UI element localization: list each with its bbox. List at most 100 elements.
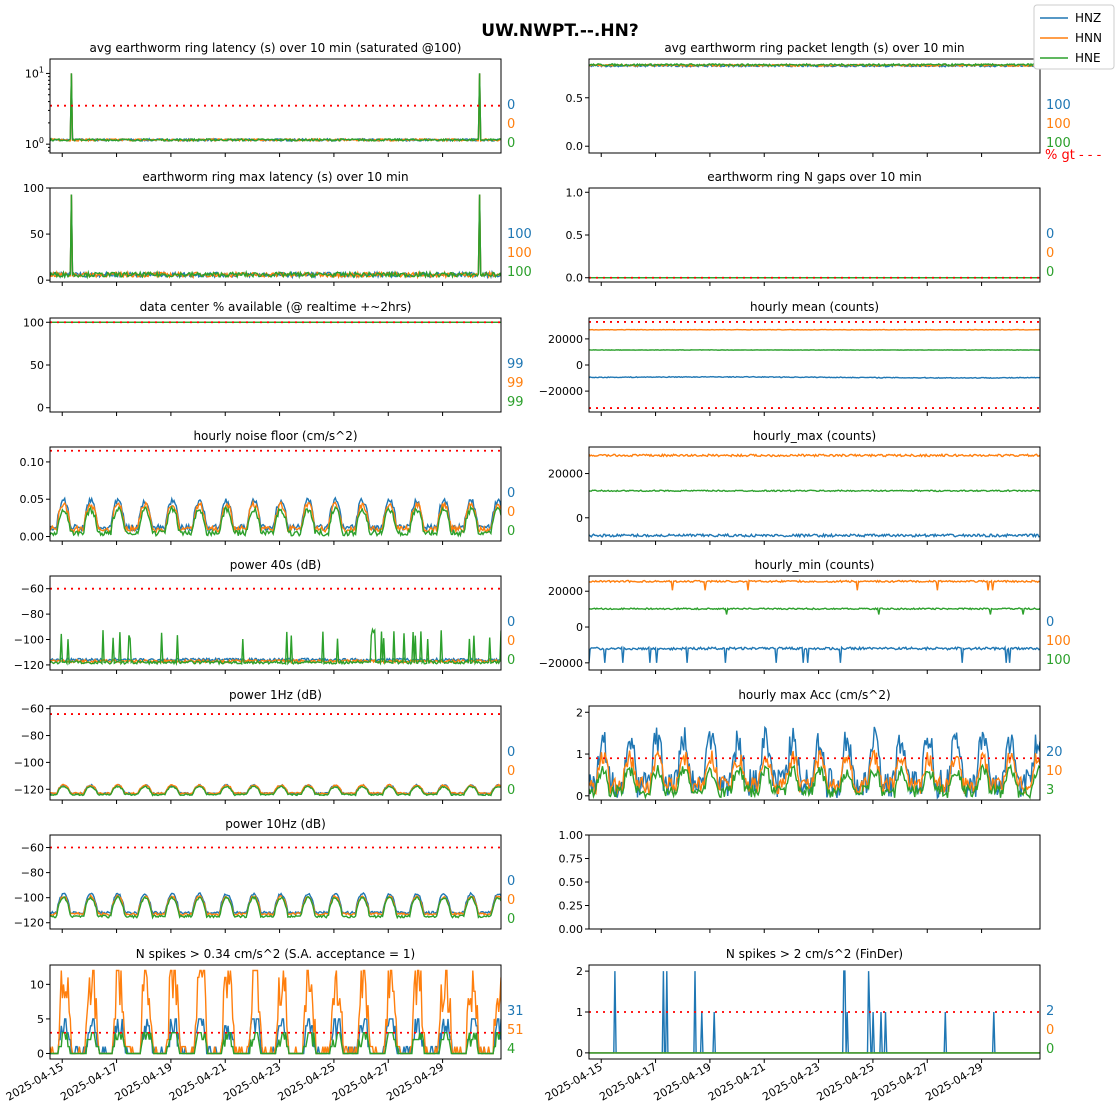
series-line-hnz <box>589 375 1040 379</box>
pct-label-hne: 0 <box>507 783 515 798</box>
series-line-hnn <box>50 783 501 796</box>
y-tick-label: 50 <box>30 228 44 241</box>
panel-maxlat: earthworm ring max latency (s) over 10 m… <box>23 170 532 287</box>
panel-title: hourly mean (counts) <box>750 300 879 314</box>
legend-label-hnz: HNZ <box>1075 11 1101 25</box>
y-tick-label: 0.25 <box>559 900 584 913</box>
pct-label-hnn: 100 <box>1046 634 1071 649</box>
y-tick-label: −20000 <box>539 657 583 670</box>
y-tick-label: 0.50 <box>559 876 584 889</box>
series-line-hne <box>589 763 1040 800</box>
panel-p40: power 40s (dB) −120 −100 −80 −60 0 0 0 <box>14 558 515 674</box>
axes-frame <box>49 705 502 801</box>
series-line-hnz <box>50 194 501 280</box>
pct-label-hne: 99 <box>507 395 524 410</box>
panel-title: N spikes > 2 cm/s^2 (FinDer) <box>726 947 903 961</box>
pct-label-hnz: 100 <box>1046 98 1071 113</box>
panel-latency: avg earthworm ring latency (s) over 10 m… <box>25 41 515 157</box>
series-line-hne <box>50 504 501 538</box>
pct-label-hne: 100 <box>1046 653 1071 668</box>
plot-area <box>589 579 1040 663</box>
panel-title: earthworm ring N gaps over 10 min <box>707 170 921 184</box>
x-tick-label: 2025-04-15 <box>4 1060 66 1103</box>
pct-label-hnn: 0 <box>1046 246 1054 261</box>
pct-label-hnn: 0 <box>1046 1023 1054 1038</box>
pct-label-hnn: 100 <box>1046 117 1071 132</box>
series-line-hnn <box>50 657 501 665</box>
y-tick-label: 1 <box>576 1006 583 1019</box>
panel-title: hourly noise floor (cm/s^2) <box>193 429 357 443</box>
panel-hmaxacc: hourly max Acc (cm/s^2) 0 1 2 20 10 3 <box>576 688 1063 804</box>
pct-label-hnn: 51 <box>507 1023 524 1038</box>
y-tick-label: 100 <box>23 182 44 195</box>
y-tick-label: 100 <box>23 316 44 329</box>
pct-label-hnn: 0 <box>507 634 515 649</box>
panel-title: power 40s (dB) <box>230 558 321 572</box>
y-tick-label: 0.10 <box>20 456 45 469</box>
y-tick-label: 0.00 <box>559 923 584 936</box>
axes-frame <box>49 964 502 1060</box>
axes-frame <box>588 446 1041 542</box>
y-tick-label: 0.00 <box>20 531 45 544</box>
pct-label-hnz: 2 <box>1046 1004 1054 1019</box>
y-tick-label: 1.0 <box>566 186 584 199</box>
panel-avail: data center % available (@ realtime +~2h… <box>23 300 524 416</box>
series-line-hnn <box>589 452 1040 458</box>
series-line-hne <box>50 1032 501 1055</box>
y-tick-label: −20000 <box>539 385 583 398</box>
x-tick-label: 2025-04-17 <box>597 1060 659 1103</box>
panel-hmax: hourly_max (counts) 0 20000 <box>548 429 1041 545</box>
y-tick-label: 2 <box>576 965 583 978</box>
y-tick-label: 1 <box>576 748 583 761</box>
panel-title: data center % available (@ realtime +~2h… <box>140 300 412 314</box>
series-line-hne <box>589 489 1040 493</box>
pct-label-hne: 0 <box>1046 1042 1054 1057</box>
y-tick-label: 0.75 <box>559 853 584 866</box>
pct-label-hnn: 10 <box>1046 764 1063 779</box>
y-tick-label: −100 <box>14 892 44 905</box>
pct-label-hnz: 0 <box>507 745 515 760</box>
series-line-hne <box>589 607 1040 615</box>
plot-area <box>50 73 501 143</box>
y-tick-label: 0.05 <box>20 493 45 506</box>
x-tick-label: 2025-04-17 <box>58 1060 120 1103</box>
y-tick-label: 2 <box>576 706 583 719</box>
x-tick-label: 2025-04-21 <box>167 1060 229 1103</box>
legend-label-hne: HNE <box>1075 51 1101 65</box>
y-tick-label: 101 <box>25 65 44 80</box>
plot-area <box>50 713 501 797</box>
axes-frame <box>588 187 1041 283</box>
pct-label-hne: 100 <box>1046 136 1071 151</box>
x-tick-label: 2025-04-15 <box>543 1060 605 1103</box>
y-tick-label: 0 <box>37 402 44 415</box>
y-tick-label: −120 <box>14 659 44 672</box>
series-line-hne <box>589 62 1040 68</box>
panels: avg earthworm ring latency (s) over 10 m… <box>4 41 1102 1104</box>
pct-label-hne: 100 <box>507 265 532 280</box>
pct-label-hnn: 0 <box>507 117 515 132</box>
panel-p1: power 1Hz (dB) −120 −100 −80 −60 0 0 0 <box>14 688 515 804</box>
y-tick-label: 0 <box>576 790 583 803</box>
axes-frame <box>49 187 502 283</box>
pct-label-hnn: 0 <box>507 764 515 779</box>
y-tick-label: 50 <box>30 359 44 372</box>
pct-label-hnz: 31 <box>507 1004 524 1019</box>
y-tick-label: 5 <box>37 1013 44 1026</box>
y-tick-label: −60 <box>21 703 44 716</box>
y-tick-label: 0.0 <box>566 140 584 153</box>
axes-frame <box>588 58 1041 154</box>
y-tick-label: 0 <box>576 621 583 634</box>
y-tick-label: 10 <box>30 978 44 991</box>
panel-ngaps: earthworm ring N gaps over 10 min 0.0 0.5 1… <box>566 170 1054 286</box>
y-tick-label: −80 <box>21 608 44 621</box>
pct-label-hne: 0 <box>507 653 515 668</box>
y-tick-label: 0 <box>37 274 44 287</box>
pct-label-hnn: 0 <box>507 893 515 908</box>
series-line-hnz <box>589 645 1040 663</box>
y-tick-label: 20000 <box>548 585 583 598</box>
pct-label-hnn: 99 <box>507 376 524 391</box>
y-tick-label: 0 <box>576 359 583 372</box>
y-tick-label: 0.5 <box>566 229 584 242</box>
pct-label-hne: 0 <box>1046 265 1054 280</box>
pct-label-hne: 0 <box>507 912 515 927</box>
